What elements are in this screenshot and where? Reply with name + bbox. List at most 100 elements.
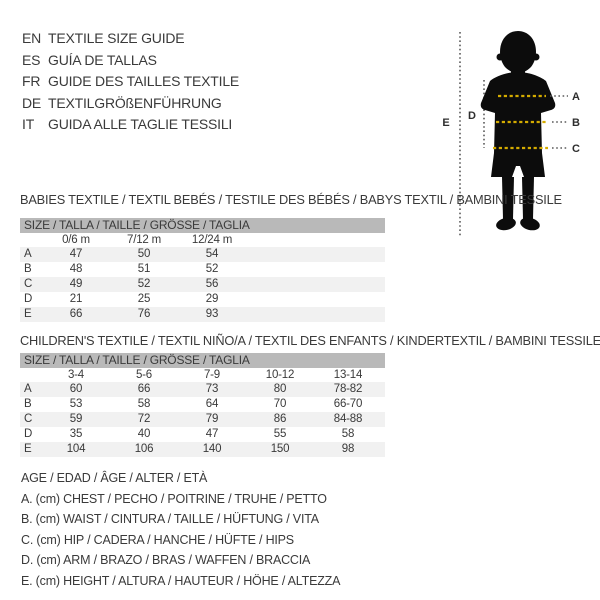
row-label: A: [24, 247, 32, 260]
cell: 48: [69, 262, 83, 275]
children-size-table: SIZE / TALLA / TAILLE / GRÖSSE / TAGLIA …: [20, 353, 385, 457]
column-header: 7/12 m: [127, 233, 161, 246]
row-label: E: [24, 307, 32, 320]
row-label: D: [24, 427, 33, 440]
legend-arm-line: D. (cm) ARM / BRAZO / BRAS / WAFFEN / BR…: [21, 553, 311, 567]
table-row: D 21 25 29: [20, 292, 385, 307]
cell: 73: [205, 382, 219, 395]
cell: 50: [137, 247, 151, 260]
row-label: D: [24, 292, 33, 305]
table-row: C 49 52 56: [20, 276, 385, 292]
language-row-de: DE TEXTILGRÖßENFÜHRUNG: [22, 93, 239, 115]
measurement-figure: A B C D E: [430, 10, 600, 240]
child-silhouette: [480, 31, 556, 231]
language-row-fr: FR GUIDE DES TAILLES TEXTILE: [22, 71, 239, 93]
child-silhouette-diagram: A B C D E: [442, 31, 580, 236]
cell: 80: [273, 382, 287, 395]
table-row: A 60 66 73 80 78-82: [20, 381, 385, 397]
cell: 21: [69, 292, 83, 305]
language-row-es: ES GUÍA DE TALLAS: [22, 50, 239, 72]
language-row-it: IT GUIDA ALLE TAGLIE TESSILI: [22, 114, 239, 136]
legend-waist-line: B. (cm) WAIST / CINTURA / TAILLE / HÜFTU…: [21, 512, 319, 526]
language-code: IT: [22, 116, 35, 133]
cell: 58: [137, 397, 151, 410]
cell: 66: [69, 307, 83, 320]
column-header: 13-14: [333, 368, 363, 381]
cell: 76: [137, 307, 151, 320]
column-header: 0/6 m: [62, 233, 90, 246]
cell: 53: [69, 397, 83, 410]
cell: 25: [137, 292, 151, 305]
cell: 72: [137, 412, 151, 425]
label-d: D: [468, 110, 476, 122]
cell: 59: [69, 412, 83, 425]
language-row-en: EN TEXTILE SIZE GUIDE: [22, 28, 239, 50]
cell: 56: [205, 277, 219, 290]
row-label: C: [24, 277, 33, 290]
cell: 104: [66, 442, 86, 455]
language-label: GUIDA ALLE TAGLIE TESSILI: [48, 116, 233, 133]
language-code: DE: [22, 94, 42, 111]
language-code: FR: [22, 73, 41, 90]
label-a: A: [572, 91, 580, 103]
children-column-headers: 3-4 5-6 7-9 10-12 13-14: [20, 369, 385, 382]
table-row: A 47 50 54: [20, 246, 385, 262]
row-label: A: [24, 382, 32, 395]
cell: 78-82: [333, 382, 363, 395]
cell: 40: [137, 427, 151, 440]
cell: 140: [202, 442, 222, 455]
babies-size-table: SIZE / TALLA / TAILLE / GRÖSSE / TAGLIA …: [20, 218, 385, 322]
cell: 52: [205, 262, 219, 275]
cell: 66-70: [333, 397, 363, 410]
cell: 150: [270, 442, 290, 455]
table-row: E 66 76 93: [20, 306, 385, 322]
language-code: ES: [22, 51, 41, 68]
cell: 35: [69, 427, 83, 440]
column-header: 3-4: [67, 368, 85, 381]
table-row: D 35 40 47 55 58: [20, 427, 385, 442]
table-row: C 59 72 79 86 84-88: [20, 411, 385, 427]
row-label: E: [24, 442, 32, 455]
cell: 51: [137, 262, 151, 275]
row-label: C: [24, 412, 33, 425]
cell: 64: [205, 397, 219, 410]
babies-section-title: BABIES TEXTILE / TEXTIL BEBÉS / TESTILE …: [20, 192, 562, 207]
measurement-legend: AGE / EDAD / ÂGE / ALTER / ETÀ A. (cm) C…: [21, 468, 340, 591]
cell: 29: [205, 292, 219, 305]
cell: 54: [205, 247, 219, 260]
label-c: C: [572, 143, 580, 155]
cell: 49: [69, 277, 83, 290]
legend-hip-line: C. (cm) HIP / CADERA / HANCHE / HÜFTE / …: [21, 532, 294, 547]
column-header: 12/24 m: [191, 233, 233, 246]
column-header: 5-6: [135, 368, 153, 381]
babies-table-header-bar: SIZE / TALLA / TAILLE / GRÖSSE / TAGLIA: [20, 218, 385, 233]
babies-column-headers: 0/6 m 7/12 m 12/24 m: [20, 234, 385, 247]
cell: 55: [273, 427, 287, 440]
language-label: GUÍA DE TALLAS: [48, 51, 157, 68]
cell: 60: [69, 382, 83, 395]
cell: 70: [273, 397, 287, 410]
cell: 52: [137, 277, 151, 290]
row-label: B: [24, 397, 32, 410]
cell: 79: [205, 412, 219, 425]
cell: 47: [69, 247, 83, 260]
children-table-header-bar: SIZE / TALLA / TAILLE / GRÖSSE / TAGLIA: [20, 353, 385, 368]
cell: 58: [341, 427, 355, 440]
children-section-title: CHILDREN'S TEXTILE / TEXTIL NIÑO/A / TEX…: [20, 333, 600, 348]
column-header: 7-9: [203, 368, 221, 381]
label-b: B: [572, 117, 580, 129]
cell: 98: [341, 442, 355, 455]
language-label: TEXTILGRÖßENFÜHRUNG: [48, 94, 222, 111]
cell: 47: [205, 427, 219, 440]
row-label: B: [24, 262, 32, 275]
language-label: TEXTILE SIZE GUIDE: [48, 30, 185, 46]
legend-height-line: E. (cm) HEIGHT / ALTURA / HAUTEUR / HÖHE…: [21, 573, 341, 588]
table-row: B 53 58 64 70 66-70: [20, 397, 385, 412]
legend-chest-line: A. (cm) CHEST / PECHO / POITRINE / TRUHE…: [21, 491, 327, 506]
language-label: GUIDE DES TAILLES TEXTILE: [48, 73, 240, 90]
cell: 106: [134, 442, 154, 455]
cell: 84-88: [333, 412, 363, 425]
language-list: EN TEXTILE SIZE GUIDE ES GUÍA DE TALLAS …: [22, 28, 239, 136]
legend-age-line: AGE / EDAD / ÂGE / ALTER / ETÀ: [21, 471, 208, 485]
column-header: 10-12: [265, 368, 295, 381]
